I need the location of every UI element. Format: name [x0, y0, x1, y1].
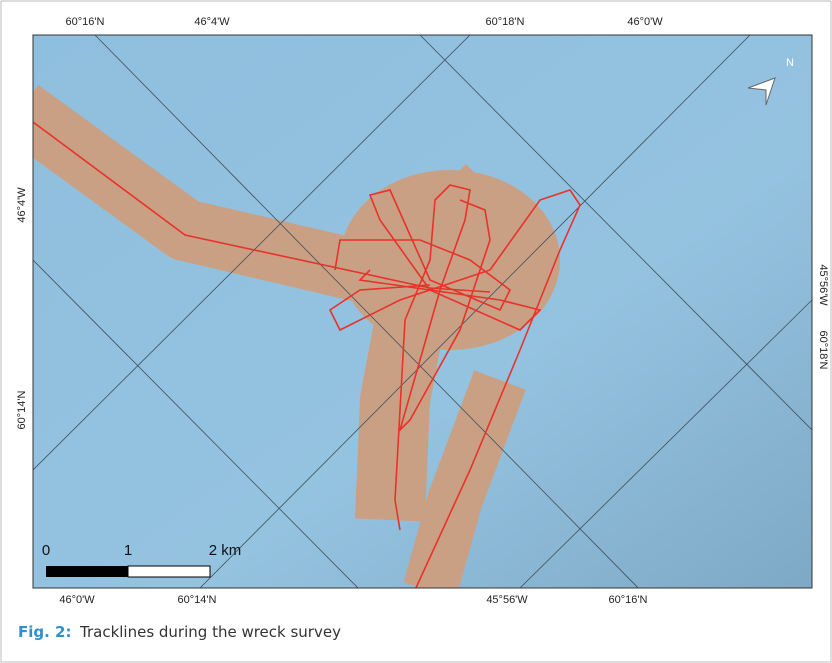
caption: Fig. 2: Tracklines during the wreck surv…: [18, 623, 341, 641]
right-label: 60°18'N: [817, 331, 829, 370]
top-label: 60°18'N: [486, 16, 525, 28]
bottom-label: 46°0'W: [59, 594, 95, 606]
scale-label: 2 km: [209, 542, 242, 559]
left-label: 60°14'N: [16, 390, 28, 429]
caption-text: Tracklines during the wreck survey: [79, 623, 341, 641]
caption-label: Fig. 2:: [18, 623, 71, 641]
figure: N 0 1 2 km 60°16'N 46°4'W 60°18'N 46°0'W…: [0, 0, 832, 663]
bottom-label: 45°56'W: [486, 594, 528, 606]
scale-label: 0: [42, 542, 50, 559]
top-label: 60°16'N: [66, 16, 105, 28]
top-label: 46°0'W: [627, 16, 663, 28]
right-label: 45°56'W: [817, 264, 829, 306]
north-label: N: [786, 57, 794, 69]
top-label: 46°4'W: [194, 16, 230, 28]
left-label: 46°4'W: [16, 187, 28, 223]
map: [20, 35, 812, 600]
bottom-label: 60°16'N: [609, 594, 648, 606]
scale-label: 1: [124, 542, 132, 559]
bottom-label: 60°14'N: [178, 594, 217, 606]
